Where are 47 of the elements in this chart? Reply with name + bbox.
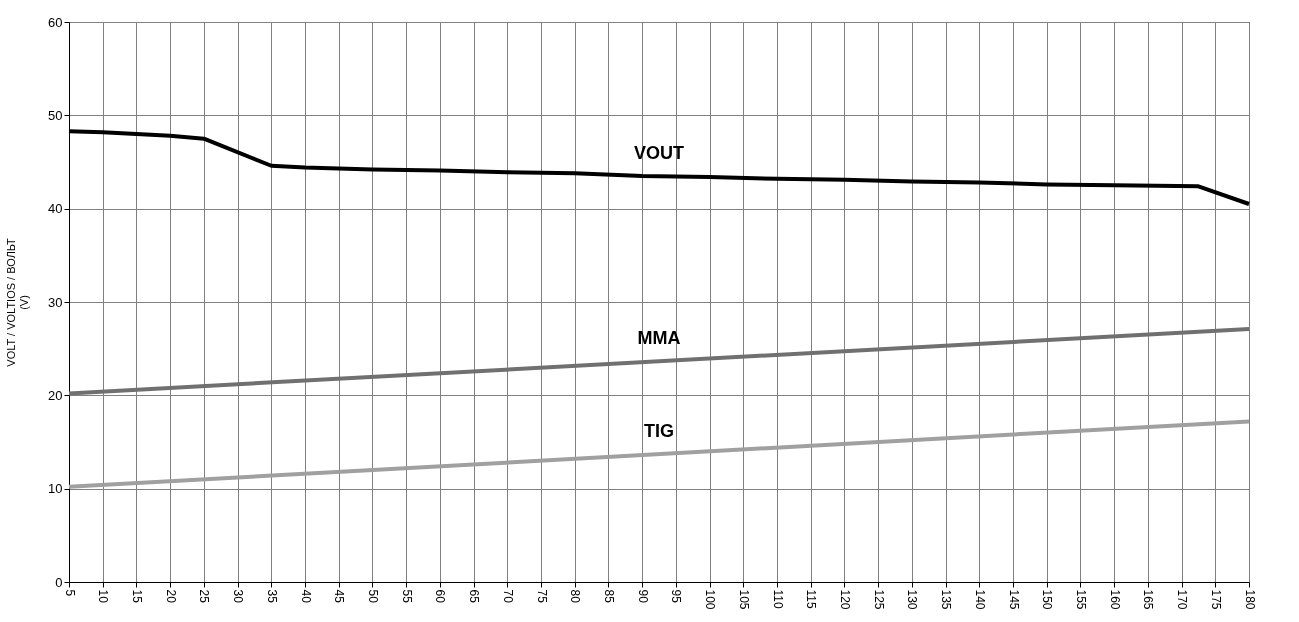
- x-tick-label: 110: [770, 589, 785, 609]
- y-tick-label: 0: [55, 574, 63, 590]
- x-tick-label: 65: [467, 589, 482, 604]
- x-tick-label: 60: [433, 589, 448, 604]
- x-tick-label: 140: [972, 589, 987, 610]
- y-tick-label: 40: [48, 201, 63, 217]
- x-tick-label: 135: [939, 589, 954, 610]
- y-tick-label: 10: [48, 481, 63, 497]
- x-tick-label: 130: [905, 589, 920, 610]
- x-tick-label: 150: [1040, 589, 1055, 610]
- y-tick-label: 30: [48, 294, 63, 310]
- x-tick-label: 10: [96, 589, 111, 604]
- x-tick-label: 45: [332, 589, 347, 604]
- x-tick-label: 115: [804, 589, 819, 609]
- x-tick-label: 70: [500, 589, 515, 604]
- x-tick-label: 90: [635, 589, 650, 604]
- series-label: VOUT: [633, 143, 685, 164]
- series-label: TIG: [644, 421, 674, 442]
- y-axis-title: VOLT / VOLTIOS / ВОЛЬТ (V): [5, 238, 31, 367]
- x-tick-label: 5: [62, 589, 77, 597]
- x-tick-label: 40: [298, 589, 313, 604]
- x-tick-label: 15: [129, 589, 144, 604]
- x-tick-label: 165: [1141, 589, 1156, 610]
- x-tick-label: 55: [399, 589, 414, 604]
- x-tick-label: 125: [871, 589, 886, 610]
- x-tick-label: 105: [736, 589, 751, 610]
- x-tick-label: 80: [568, 589, 583, 604]
- x-tick-label: 85: [601, 589, 616, 604]
- x-tick-label: 160: [1107, 589, 1122, 610]
- x-tick-label: 20: [163, 589, 178, 604]
- x-tick-label: 180: [1242, 589, 1257, 610]
- x-tick-label: 30: [231, 589, 246, 604]
- x-tick-label: 100: [703, 589, 718, 610]
- x-tick-label: 145: [1006, 589, 1021, 610]
- x-tick-label: 170: [1175, 589, 1190, 610]
- x-tick-label: 25: [197, 589, 212, 604]
- x-tick-label: 35: [264, 589, 279, 604]
- x-tick-label: 120: [837, 589, 852, 610]
- x-tick-label: 95: [669, 589, 684, 604]
- x-tick-label: 75: [534, 589, 549, 604]
- series-label: MMA: [637, 328, 681, 349]
- y-tick-label: 20: [48, 387, 63, 403]
- x-tick-label: 50: [365, 589, 380, 604]
- y-tick-label: 50: [48, 107, 63, 123]
- y-tick-label: 60: [48, 14, 63, 30]
- x-tick-label: 175: [1208, 589, 1223, 610]
- x-tick-label: 155: [1073, 589, 1088, 610]
